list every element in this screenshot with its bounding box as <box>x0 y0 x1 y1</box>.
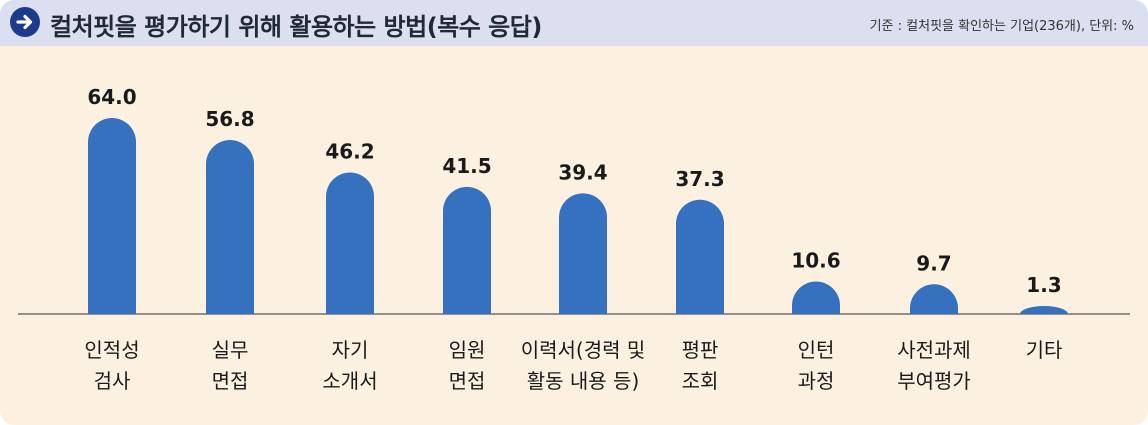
bar <box>326 172 374 314</box>
data-label: 41.5 <box>442 154 491 178</box>
category-label: 인턴 <box>798 338 835 362</box>
category-label: 소개서 <box>322 369 377 393</box>
bar <box>1020 306 1068 314</box>
bar <box>792 281 840 314</box>
data-label: 39.4 <box>558 160 607 184</box>
category-label: 기타 <box>1026 338 1063 362</box>
data-label: 1.3 <box>1026 273 1061 297</box>
bar <box>559 193 607 314</box>
category-label: 과정 <box>798 369 835 393</box>
data-label: 56.8 <box>205 107 254 131</box>
chart-header: 컬처핏을 평가하기 위해 활용하는 방법(복수 응답) 기준 : 컬처핏을 확인… <box>0 0 1148 46</box>
category-label: 활동 내용 등) <box>527 369 640 393</box>
bar <box>88 118 136 314</box>
data-label: 10.6 <box>791 249 840 273</box>
category-label: 평판 <box>682 338 719 362</box>
arrow-right-circle-icon <box>10 7 40 37</box>
category-label: 임원 <box>449 338 486 362</box>
category-label: 검사 <box>94 369 131 393</box>
category-label: 실무 <box>212 338 249 362</box>
bar <box>443 186 491 314</box>
bar <box>206 140 254 314</box>
category-label: 부여평가 <box>897 369 971 393</box>
bar <box>910 284 958 314</box>
category-label: 자기 <box>332 338 369 362</box>
data-label: 46.2 <box>325 140 374 164</box>
category-label: 사전과제 <box>897 338 971 362</box>
data-label: 37.3 <box>675 167 724 191</box>
bar <box>676 199 724 314</box>
data-label: 9.7 <box>916 251 951 275</box>
category-label: 면접 <box>449 369 486 393</box>
chart-subtitle: 기준 : 컬처핏을 확인하는 기업(236개), 단위: % <box>869 19 1134 34</box>
category-label: 이력서(경력 및 <box>521 338 646 362</box>
category-label: 면접 <box>212 369 249 393</box>
category-label: 조회 <box>682 369 719 393</box>
data-label: 64.0 <box>87 85 136 109</box>
chart-title: 컬처핏을 평가하기 위해 활용하는 방법(복수 응답) <box>50 13 542 41</box>
category-label: 인적성 <box>84 338 139 362</box>
